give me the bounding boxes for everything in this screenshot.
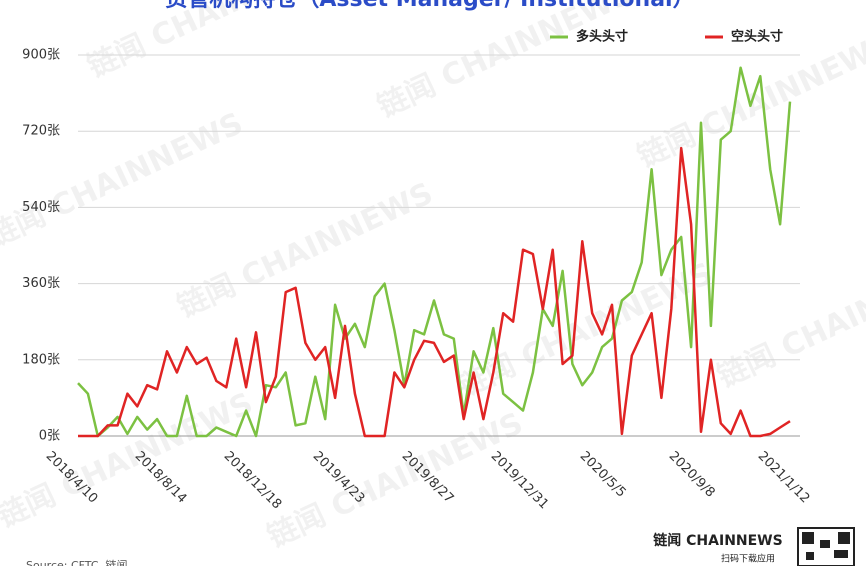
chart-title: 资管机构持仓（Asset Manager/ Institutional）: [165, 0, 694, 12]
series-line: [77, 66, 792, 438]
watermark: 链闻 CHAINNEWS: [172, 176, 438, 325]
x-tick-label: 2018/12/18: [221, 449, 285, 513]
watermark: 链闻 CHAINNEWS: [82, 0, 348, 85]
y-tick-label: 180张: [22, 352, 60, 367]
qr-block: [820, 540, 830, 548]
x-tick-label: 2020/9/8: [666, 449, 718, 501]
watermark: 链闻 CHAINNEWS: [262, 406, 528, 555]
x-tick-label: 2019/12/31: [488, 449, 552, 513]
brand: 链闻 CHAINNEWS: [653, 532, 782, 549]
qr-block: [834, 550, 848, 558]
y-tick-label: 360张: [22, 276, 60, 291]
y-tick-label: 720张: [22, 124, 60, 139]
source: Source: CFTC, 链闻: [26, 558, 128, 566]
legend-label: 多头头寸: [576, 29, 628, 45]
watermark: 链闻 CHAINNEWS: [0, 386, 258, 535]
qr-block: [802, 532, 814, 544]
y-tick-label: 0张: [39, 429, 60, 444]
y-tick-label: 900张: [22, 48, 60, 63]
watermark: 链闻 CHAINNEWS: [372, 0, 638, 125]
qr-block: [838, 532, 850, 544]
y-tick-label: 540张: [22, 200, 60, 215]
brand-logo: 链闻 CHAINNEWS 扫码下载应用: [653, 527, 855, 566]
brand-sub: 扫码下载应用: [721, 553, 775, 565]
qr-block: [806, 552, 814, 560]
x-tick-label: 2020/5/5: [577, 449, 629, 501]
series-line: [78, 146, 791, 438]
watermark: 链闻 CHAINNEWS: [712, 246, 866, 395]
x-tick-label: 2021/1/12: [755, 449, 813, 507]
legend-label: 空头头寸: [731, 29, 783, 45]
